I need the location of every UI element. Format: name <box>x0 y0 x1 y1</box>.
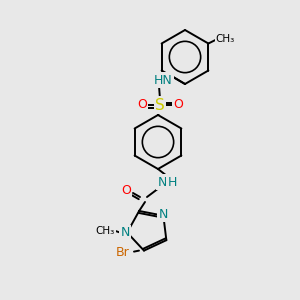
Text: N: N <box>159 208 168 221</box>
Text: N: N <box>121 226 130 239</box>
Text: HN: HN <box>154 74 172 86</box>
Text: O: O <box>121 184 131 197</box>
Text: O: O <box>137 98 147 112</box>
Text: CH₃: CH₃ <box>95 226 115 236</box>
Text: O: O <box>173 98 183 112</box>
Text: S: S <box>155 98 165 112</box>
Text: Br: Br <box>116 246 130 259</box>
Text: N: N <box>157 176 167 188</box>
Text: H: H <box>167 176 177 188</box>
Text: CH₃: CH₃ <box>216 34 235 44</box>
